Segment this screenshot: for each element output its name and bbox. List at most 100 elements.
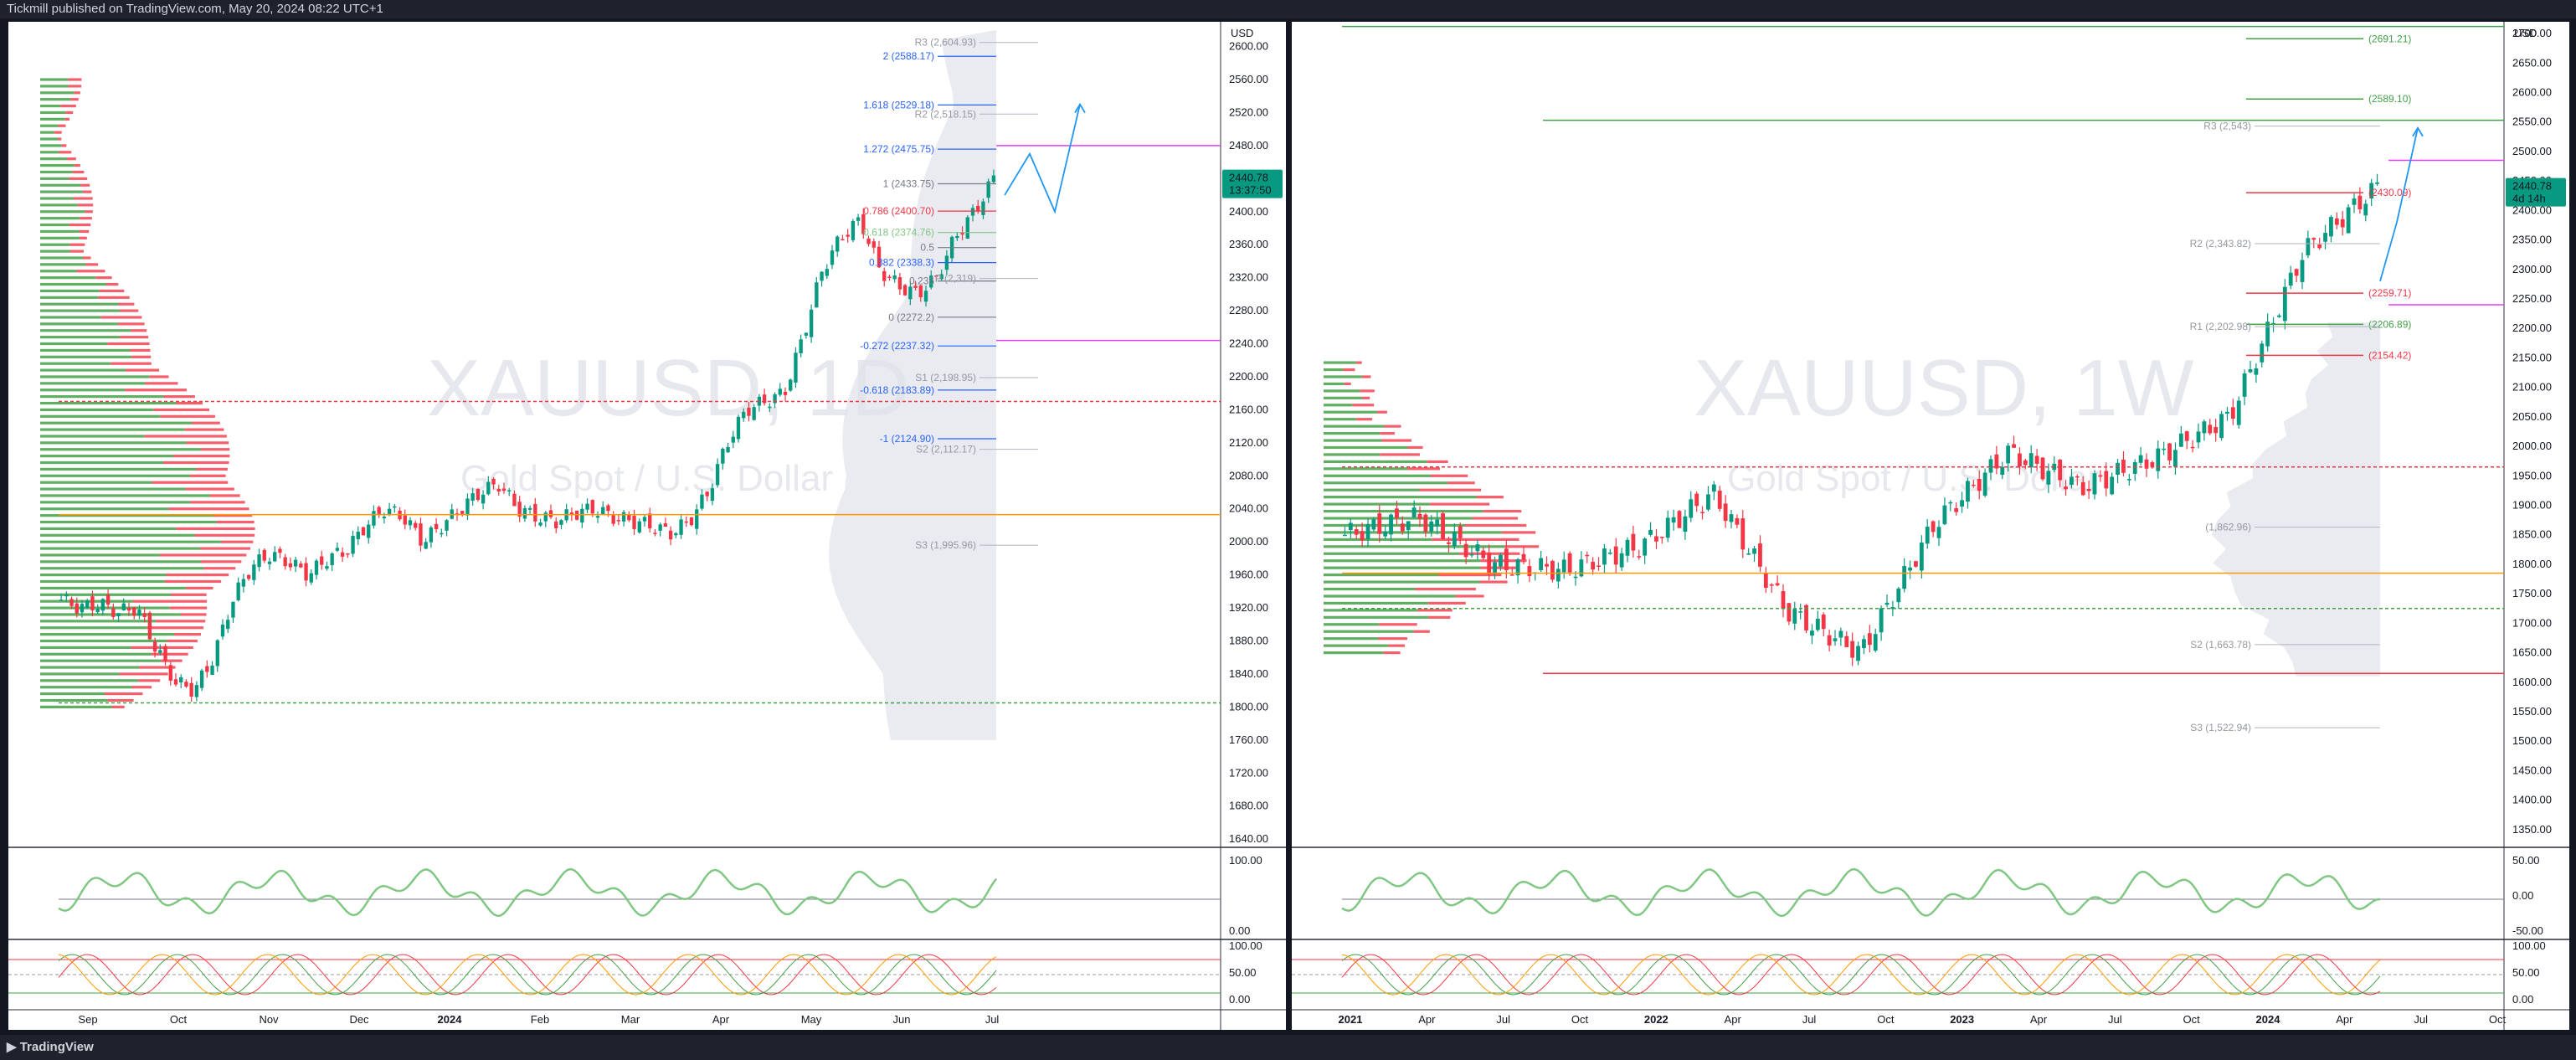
candle-body — [2086, 488, 2091, 491]
volume-profile-bar — [1324, 474, 1431, 477]
candle-body — [1787, 603, 1792, 622]
candle-body — [715, 464, 720, 486]
volume-profile-bar — [1324, 630, 1414, 633]
candle-body — [1481, 550, 1486, 558]
volume-profile-bar — [216, 520, 255, 524]
time-tick-label: Apr — [1725, 1013, 1742, 1026]
price-tick-label: 2480.00 — [1229, 139, 1268, 152]
volume-profile-bar — [40, 560, 202, 563]
candle-body — [2294, 269, 2299, 276]
volume-profile-bar — [168, 507, 249, 511]
candle-body — [1665, 517, 1670, 538]
volume-profile-bar — [119, 309, 139, 312]
candle-body — [262, 549, 266, 561]
volume-profile-bar — [1324, 601, 1429, 605]
candle-body — [1890, 607, 1895, 610]
price-tick-label: 1950.00 — [2512, 469, 2552, 481]
volume-profile-bar — [169, 606, 208, 610]
candle-body — [522, 508, 527, 519]
volume-profile-bar — [40, 579, 165, 584]
pivot-label: R3 (2,604.93) — [915, 37, 976, 49]
candle-body — [2064, 486, 2068, 490]
stochastic-tick: 0.00 — [2512, 993, 2533, 1006]
candle-body — [548, 510, 553, 517]
volume-profile-bar — [1428, 615, 1451, 619]
volume-profile-bar — [40, 527, 177, 531]
tradingview-logo[interactable]: ▶ TradingView — [7, 1040, 94, 1054]
currency-label: USD — [1231, 27, 1253, 39]
volume-profile-bar — [40, 455, 174, 458]
projection-path — [1004, 104, 1081, 214]
candle-body — [1954, 508, 1959, 512]
candle-body — [1781, 591, 1786, 610]
volume-profile-bar — [1483, 509, 1522, 513]
volume-profile-bar — [1378, 637, 1407, 641]
price-tick-label: 2200.00 — [2512, 322, 2552, 334]
candle-body — [163, 646, 167, 661]
candle-body — [236, 582, 240, 600]
volume-profile-bar — [149, 375, 169, 378]
daily-chart-panel[interactable]: USD XAUUSD, 1D Gold Spot / U.S. Dollar 2600… — [8, 22, 1286, 1030]
candle-body — [111, 608, 116, 617]
candle-body — [199, 670, 204, 688]
countdown-text: 13:37:50 — [1229, 184, 1272, 197]
candle-body — [653, 533, 657, 534]
candle-body — [1833, 638, 1838, 641]
candle-body — [841, 239, 845, 240]
volume-profile-bar — [1324, 651, 1384, 655]
candle-body — [1717, 490, 1722, 509]
candle-body — [809, 309, 814, 337]
volume-profile-bar — [82, 256, 91, 260]
candle-body — [585, 503, 589, 510]
daily-chart-svg[interactable]: USD XAUUSD, 1D Gold Spot / U.S. Dollar 2600… — [8, 22, 1286, 1030]
volume-profile-bar — [186, 441, 229, 445]
volume-profile-bar — [1429, 502, 1490, 506]
weekly-chart-panel[interactable]: USD XAUUSD, 1W Gold Spot / U.S. Dollar 2700… — [1292, 22, 2569, 1030]
candle-body — [1458, 526, 1463, 538]
oscillator-line — [58, 867, 998, 918]
volume-profile-bar — [1324, 396, 1363, 399]
candle-body — [184, 682, 188, 687]
volume-profile-bar — [40, 190, 83, 193]
time-tick-label: Mar — [621, 1013, 640, 1026]
volume-profile-bar — [1324, 425, 1385, 428]
price-tick-label: 1900.00 — [2512, 499, 2552, 512]
volume-profile-bar — [166, 574, 229, 577]
candle-body — [121, 603, 126, 610]
time-tick-label: Jul — [2414, 1013, 2428, 1026]
candle-body — [299, 563, 303, 568]
volume-profile-bar — [1324, 496, 1477, 499]
weekly-chart-svg[interactable]: USD XAUUSD, 1W Gold Spot / U.S. Dollar 2700… — [1292, 22, 2569, 1030]
candle-body — [538, 522, 542, 526]
candle-body — [861, 214, 866, 234]
volume-profile-bar — [69, 223, 91, 227]
volume-profile-bar — [1501, 531, 1536, 534]
volume-profile-bar — [54, 131, 62, 134]
candle-body — [668, 530, 673, 540]
volume-profile-bar — [1324, 431, 1381, 435]
volume-profile-bar — [1324, 418, 1357, 421]
candle-body — [721, 448, 725, 464]
candle-body — [2121, 460, 2126, 473]
volume-profile-bar — [69, 243, 85, 246]
candle-body — [1365, 523, 1370, 539]
candle-body — [674, 533, 678, 536]
price-tick-label: 1400.00 — [2512, 794, 2552, 806]
volume-profile-bar — [85, 210, 93, 214]
stochastic-line — [1341, 954, 2381, 996]
volume-profile-bar — [173, 455, 230, 458]
candle-body — [2208, 425, 2213, 434]
candle-body — [1948, 502, 1953, 504]
candle-body — [872, 241, 876, 248]
price-tick-label: 2280.00 — [1229, 304, 1268, 316]
candle-body — [2138, 455, 2143, 463]
time-tick-label: Jul — [1496, 1013, 1510, 1026]
candle-body — [794, 352, 798, 383]
candle-body — [762, 394, 767, 404]
candle-body — [486, 481, 491, 495]
candle-body — [981, 201, 985, 215]
candle-body — [476, 488, 481, 501]
candle-body — [1555, 569, 1561, 582]
volume-profile-bar — [40, 474, 191, 477]
price-tick-label: 2120.00 — [1229, 436, 1268, 449]
